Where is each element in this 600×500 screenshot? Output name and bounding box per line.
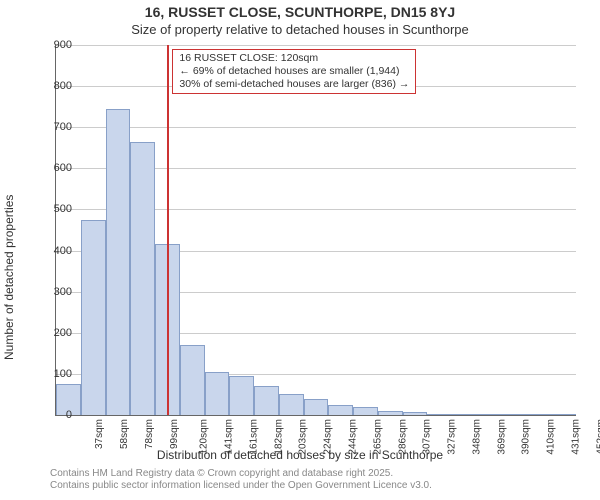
x-tick-label: 327sqm: [447, 419, 458, 455]
y-tick-label: 600: [32, 162, 72, 174]
x-tick-label: 431sqm: [570, 419, 581, 455]
histogram-bar: [403, 412, 428, 415]
x-tick-label: 286sqm: [397, 419, 408, 455]
chart-container: 16, RUSSET CLOSE, SCUNTHORPE, DN15 8YJ S…: [0, 0, 600, 500]
footnote-line2: Contains public sector information licen…: [50, 480, 432, 491]
y-tick-label: 200: [32, 327, 72, 339]
x-tick-label: 203sqm: [298, 419, 309, 455]
x-tick-label: 224sqm: [323, 419, 334, 455]
y-tick-label: 900: [32, 39, 72, 51]
y-tick-label: 0: [32, 409, 72, 421]
x-tick-label: 161sqm: [249, 419, 260, 455]
histogram-bar: [106, 109, 131, 415]
y-tick-label: 700: [32, 121, 72, 133]
x-tick-label: 369sqm: [496, 419, 507, 455]
x-tick-label: 307sqm: [422, 419, 433, 455]
histogram-bar: [477, 414, 502, 415]
y-tick-label: 100: [32, 368, 72, 380]
footnote-line1: Contains HM Land Registry data © Crown c…: [50, 468, 393, 479]
marker-line: [167, 45, 169, 415]
histogram-bar: [254, 386, 279, 415]
x-tick-label: 452sqm: [595, 419, 600, 455]
histogram-bar: [130, 142, 155, 415]
y-tick-label: 400: [32, 245, 72, 257]
x-tick-label: 348sqm: [471, 419, 482, 455]
histogram-bar: [279, 394, 304, 415]
histogram-bar: [328, 405, 353, 415]
x-tick-label: 265sqm: [372, 419, 383, 455]
histogram-bar: [180, 345, 205, 415]
annotation-line3: 30% of semi-detached houses are larger (…: [179, 78, 409, 90]
annotation-line2: ← 69% of detached houses are smaller (1,…: [179, 65, 399, 77]
gridline: [56, 45, 576, 46]
x-tick-label: 410sqm: [546, 419, 557, 455]
histogram-bar: [427, 414, 452, 415]
x-tick-label: 37sqm: [94, 419, 105, 449]
histogram-bar: [526, 414, 551, 415]
x-tick-label: 99sqm: [169, 419, 180, 449]
chart-title: 16, RUSSET CLOSE, SCUNTHORPE, DN15 8YJ: [0, 4, 600, 20]
y-tick-label: 500: [32, 203, 72, 215]
y-tick-label: 300: [32, 286, 72, 298]
histogram-bar: [551, 414, 576, 415]
x-tick-label: 141sqm: [224, 419, 235, 455]
x-tick-label: 120sqm: [199, 419, 210, 455]
histogram-bar: [205, 372, 230, 415]
y-axis-label: Number of detached properties: [2, 195, 16, 360]
plot-area: [55, 45, 576, 416]
histogram-bar: [304, 399, 329, 415]
annotation-box: 16 RUSSET CLOSE: 120sqm← 69% of detached…: [172, 49, 416, 94]
histogram-bar: [81, 220, 106, 415]
footnote: Contains HM Land Registry data © Crown c…: [50, 468, 432, 492]
x-tick-label: 182sqm: [273, 419, 284, 455]
histogram-bar: [229, 376, 254, 415]
histogram-bar: [378, 411, 403, 415]
histogram-bar: [502, 414, 527, 415]
histogram-bar: [353, 407, 378, 415]
histogram-bar: [452, 414, 477, 415]
x-tick-label: 78sqm: [144, 419, 155, 449]
x-tick-label: 244sqm: [348, 419, 359, 455]
y-tick-label: 800: [32, 80, 72, 92]
chart-subtitle: Size of property relative to detached ho…: [0, 22, 600, 37]
x-tick-label: 58sqm: [119, 419, 130, 449]
x-tick-label: 390sqm: [521, 419, 532, 455]
annotation-line1: 16 RUSSET CLOSE: 120sqm: [179, 52, 318, 64]
gridline: [56, 127, 576, 128]
